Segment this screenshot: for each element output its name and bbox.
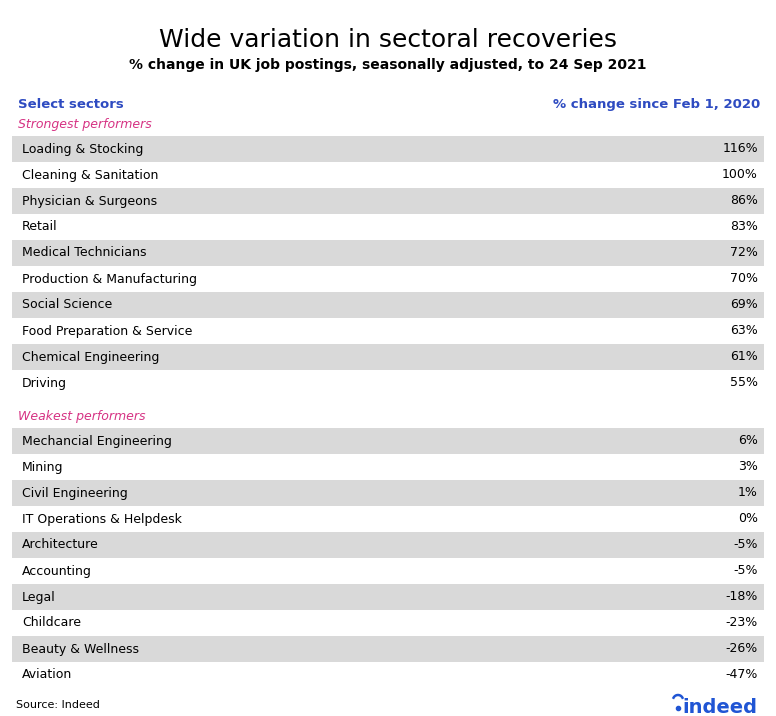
Text: Mechancial Engineering: Mechancial Engineering (22, 435, 171, 448)
Bar (12, 266, 764, 292)
Text: 70%: 70% (730, 273, 758, 286)
Text: IT Operations & Helpdesk: IT Operations & Helpdesk (22, 513, 182, 526)
Text: 55%: 55% (730, 377, 758, 390)
Text: Mining: Mining (22, 460, 64, 473)
Text: Production & Manufacturing: Production & Manufacturing (22, 273, 197, 286)
Text: 72%: 72% (730, 246, 758, 259)
Bar (12, 532, 764, 558)
Bar (12, 558, 764, 584)
Text: 83%: 83% (730, 221, 758, 233)
Text: Weakest performers: Weakest performers (18, 410, 146, 423)
Bar (12, 506, 764, 532)
Text: 63%: 63% (730, 324, 758, 337)
Text: Architecture: Architecture (22, 538, 99, 551)
Text: Medical Technicians: Medical Technicians (22, 246, 147, 259)
Bar (12, 292, 764, 318)
Text: 3%: 3% (738, 460, 758, 473)
Bar (12, 454, 764, 480)
Text: Strongest performers: Strongest performers (18, 118, 152, 131)
Text: 69%: 69% (730, 299, 758, 311)
Bar (12, 428, 764, 454)
Text: Source: Indeed: Source: Indeed (16, 700, 100, 710)
Bar (12, 318, 764, 344)
Bar (12, 584, 764, 610)
Text: -5%: -5% (733, 538, 758, 551)
Text: Civil Engineering: Civil Engineering (22, 486, 128, 500)
Text: Wide variation in sectoral recoveries: Wide variation in sectoral recoveries (159, 28, 617, 52)
Bar (12, 188, 764, 214)
Text: 0%: 0% (738, 513, 758, 526)
Text: 116%: 116% (722, 142, 758, 155)
Text: -23%: -23% (726, 616, 758, 629)
Bar (12, 136, 764, 162)
Text: Select sectors: Select sectors (18, 98, 123, 111)
Bar (12, 636, 764, 662)
Text: 100%: 100% (722, 168, 758, 181)
Bar (12, 240, 764, 266)
Text: % change since Feb 1, 2020: % change since Feb 1, 2020 (553, 98, 760, 111)
Text: Social Science: Social Science (22, 299, 113, 311)
Text: Beauty & Wellness: Beauty & Wellness (22, 642, 139, 656)
Text: 61%: 61% (730, 351, 758, 364)
Bar (12, 370, 764, 396)
Text: indeed: indeed (683, 698, 757, 716)
Text: -26%: -26% (726, 642, 758, 656)
Bar (12, 480, 764, 506)
Text: Driving: Driving (22, 377, 67, 390)
Bar (12, 610, 764, 636)
Text: -18%: -18% (726, 591, 758, 604)
Text: -47%: -47% (726, 669, 758, 682)
Text: Food Preparation & Service: Food Preparation & Service (22, 324, 192, 337)
Text: Accounting: Accounting (22, 564, 92, 578)
Text: % change in UK job postings, seasonally adjusted, to 24 Sep 2021: % change in UK job postings, seasonally … (130, 58, 646, 72)
Text: Cleaning & Sanitation: Cleaning & Sanitation (22, 168, 158, 181)
Bar (12, 662, 764, 688)
Text: Aviation: Aviation (22, 669, 72, 682)
Bar (12, 344, 764, 370)
Text: 6%: 6% (738, 435, 758, 448)
Bar (12, 214, 764, 240)
Text: Retail: Retail (22, 221, 57, 233)
Text: Childcare: Childcare (22, 616, 81, 629)
Text: Chemical Engineering: Chemical Engineering (22, 351, 159, 364)
Bar (12, 162, 764, 188)
Text: Loading & Stocking: Loading & Stocking (22, 142, 144, 155)
Text: 1%: 1% (738, 486, 758, 500)
Text: -5%: -5% (733, 564, 758, 578)
Text: Physician & Surgeons: Physician & Surgeons (22, 195, 157, 208)
Text: Legal: Legal (22, 591, 56, 604)
Text: 86%: 86% (730, 195, 758, 208)
